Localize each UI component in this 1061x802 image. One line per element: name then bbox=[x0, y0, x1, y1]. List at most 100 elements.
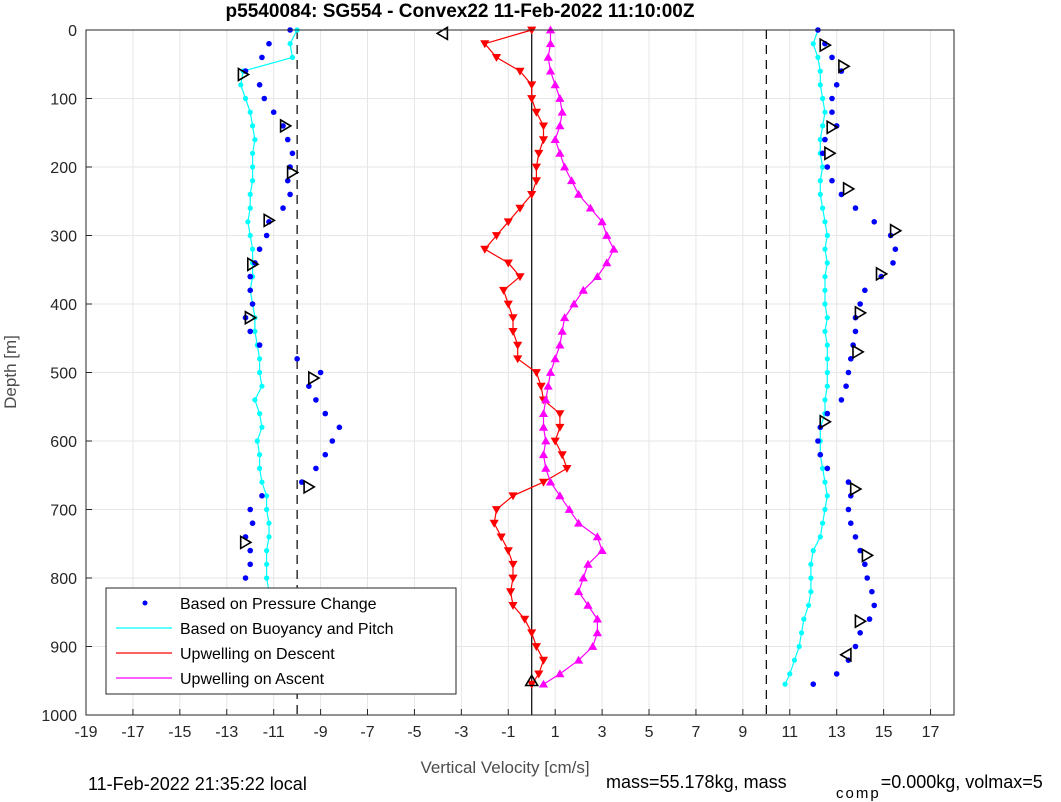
upwelling-ascent-point bbox=[602, 231, 612, 239]
buoyancy-pitch-point bbox=[266, 520, 272, 526]
pressure-change-point bbox=[249, 520, 256, 526]
upwelling-ascent-point bbox=[578, 573, 588, 582]
upwelling-descent-point bbox=[538, 122, 549, 131]
pressure-change-point bbox=[263, 232, 270, 239]
upwelling-ascent-point bbox=[592, 628, 602, 637]
upwelling-ascent-point bbox=[538, 450, 549, 459]
x-tick-label: -7 bbox=[360, 724, 374, 741]
buoyancy-pitch-point bbox=[252, 328, 258, 334]
y-axis-label: Depth [m] bbox=[1, 335, 20, 409]
buoyancy-pitch-point bbox=[266, 534, 272, 540]
x-tick-label: 9 bbox=[738, 724, 747, 741]
upwelling-descent-point bbox=[555, 423, 565, 432]
legend-label-descent: Upwelling on Descent bbox=[180, 646, 335, 663]
upwelling-ascent-point bbox=[592, 532, 602, 541]
upwelling-ascent-point bbox=[560, 162, 570, 171]
buoyancy-pitch-point bbox=[822, 287, 828, 293]
upwelling-descent-point bbox=[480, 245, 490, 254]
buoyancy-pitch-point bbox=[822, 109, 828, 115]
buoyancy-pitch-point bbox=[808, 561, 814, 567]
pressure-change-point bbox=[280, 123, 286, 129]
upwelling-descent-point bbox=[538, 656, 549, 665]
upwelling-descent-point bbox=[513, 341, 523, 350]
pressure-change-point bbox=[317, 369, 324, 376]
buoyancy-pitch-point bbox=[805, 602, 812, 609]
pressure-change-point bbox=[869, 588, 875, 595]
buoyancy-pitch-point bbox=[822, 328, 828, 334]
buoyancy-pitch-point bbox=[808, 589, 814, 595]
x-axis-label: Vertical Velocity [cm/s] bbox=[420, 758, 589, 777]
buoyancy-pitch-point bbox=[798, 630, 805, 636]
upwelling-ascent-point bbox=[538, 409, 549, 418]
upwelling-descent-point bbox=[515, 273, 525, 282]
y-tick-label: 900 bbox=[50, 640, 77, 657]
upwelling-ascent-point bbox=[555, 121, 565, 130]
x-tick-label: -17 bbox=[121, 724, 144, 741]
upwelling-ascent-point bbox=[545, 368, 556, 376]
y-tick-label: 700 bbox=[50, 503, 77, 520]
buoyancy-pitch-point bbox=[796, 643, 802, 650]
legend: Based on Pressure Change Based on Buoyan… bbox=[105, 587, 457, 695]
direction-marker bbox=[286, 165, 300, 180]
upwelling-descent-point bbox=[531, 177, 541, 186]
buoyancy-pitch-point bbox=[801, 616, 807, 622]
direction-marker bbox=[303, 479, 316, 495]
upwelling-ascent-point bbox=[583, 600, 593, 609]
upwelling-ascent-point bbox=[541, 463, 551, 472]
pressure-change-point bbox=[845, 506, 852, 513]
buoyancy-pitch-point bbox=[259, 424, 265, 430]
buoyancy-pitch-point bbox=[824, 260, 830, 266]
buoyancy-pitch-point bbox=[824, 493, 830, 499]
buoyancy-pitch-point bbox=[808, 575, 814, 581]
upwelling-descent-point bbox=[536, 382, 546, 391]
x-tick-labels: -19 -17 -15 -13 -11 -9 -7 -5 -3 -1 1 3 5 7 9 11 13 15 17 bbox=[74, 709, 940, 741]
buoyancy-pitch-point bbox=[817, 178, 823, 184]
upwelling-descent-point bbox=[491, 232, 502, 240]
upwelling-ascent-point bbox=[541, 395, 551, 404]
upwelling-ascent-point bbox=[555, 340, 565, 349]
x-tick-label: -1 bbox=[501, 724, 515, 741]
pressure-change-point bbox=[284, 177, 291, 184]
direction-marker bbox=[819, 414, 832, 430]
upwelling-descent-point bbox=[480, 40, 490, 49]
buoyancy-pitch-point bbox=[817, 137, 823, 143]
pressure-change-point bbox=[270, 109, 277, 115]
buoyancy-pitch-point bbox=[257, 411, 263, 417]
legend-marker-pressure bbox=[142, 600, 148, 606]
direction-marker bbox=[239, 535, 253, 550]
upwelling-ascent-point bbox=[592, 272, 602, 281]
upwelling-ascent-point bbox=[555, 491, 565, 500]
buoyancy-pitch-point bbox=[782, 681, 788, 687]
y-tick-label: 500 bbox=[50, 366, 77, 383]
buoyancy-pitch-point bbox=[820, 520, 826, 526]
direction-marker bbox=[889, 223, 903, 239]
buoyancy-pitch-point bbox=[787, 671, 793, 677]
direction-markers bbox=[237, 26, 903, 689]
pressure-change-point bbox=[313, 397, 319, 403]
pressure-change-point bbox=[256, 246, 263, 252]
upwelling-descent-point bbox=[506, 588, 516, 597]
y-tick-label: 100 bbox=[50, 92, 77, 109]
buoyancy-pitch-point bbox=[822, 301, 828, 307]
pressure-change-point bbox=[322, 410, 329, 417]
pressure-change-point bbox=[259, 54, 265, 61]
pressure-change-point bbox=[847, 356, 854, 362]
pressure-change-point bbox=[852, 328, 859, 335]
x-tick-label: -13 bbox=[215, 724, 238, 741]
upwelling-descent-point bbox=[531, 108, 541, 117]
upwelling-ascent-point bbox=[541, 436, 551, 445]
buoyancy-pitch-point bbox=[820, 465, 826, 471]
pressure-change-point bbox=[862, 287, 868, 294]
upwelling-ascent-point bbox=[574, 655, 584, 664]
upwelling-ascent-point bbox=[578, 285, 588, 294]
pressure-change-point bbox=[852, 534, 859, 540]
upwelling-descent-point bbox=[508, 492, 518, 501]
buoyancy-pitch-point bbox=[822, 274, 828, 280]
buoyancy-pitch-point bbox=[249, 178, 256, 184]
upwelling-ascent-point bbox=[557, 107, 567, 116]
buoyancy-pitch-point bbox=[249, 246, 256, 252]
direction-marker bbox=[824, 145, 837, 161]
pressure-change-point bbox=[287, 191, 293, 198]
buoyancy-pitch-point bbox=[259, 479, 265, 485]
buoyancy-pitch-point bbox=[824, 232, 830, 239]
